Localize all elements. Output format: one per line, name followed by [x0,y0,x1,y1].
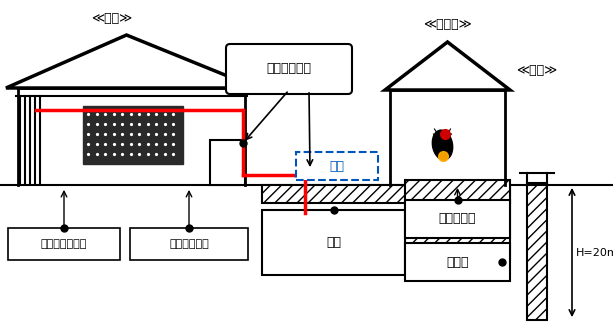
Text: H=20m: H=20m [576,247,613,257]
Bar [296,152,378,180]
Bar [405,243,510,281]
Polygon shape [385,42,510,90]
Bar [527,185,547,320]
Ellipse shape [432,130,452,160]
Text: 地下水: 地下水 [446,255,469,268]
Text: ≪建物≫: ≪建物≫ [91,12,132,25]
Text: ≪井戸≫: ≪井戸≫ [516,64,558,77]
Text: ≪ケージ≫: ≪ケージ≫ [423,19,472,32]
Bar [8,228,120,260]
Polygon shape [6,35,257,88]
Bar [130,228,248,260]
Bar [405,200,510,238]
Bar [262,185,510,203]
Bar [262,210,405,275]
Text: パネルヒーター: パネルヒーター [41,239,87,249]
Text: 採熱: 採熱 [330,160,345,172]
Bar [83,106,183,164]
Bar [405,180,510,260]
Text: ケージ内池: ケージ内池 [439,212,476,225]
Text: 啓発モニター: 啓発モニター [169,239,209,249]
Bar [210,140,245,185]
Text: ヒートポンプ: ヒートポンプ [267,63,311,76]
Text: 外池: 外池 [326,236,341,249]
FancyBboxPatch shape [226,44,352,94]
